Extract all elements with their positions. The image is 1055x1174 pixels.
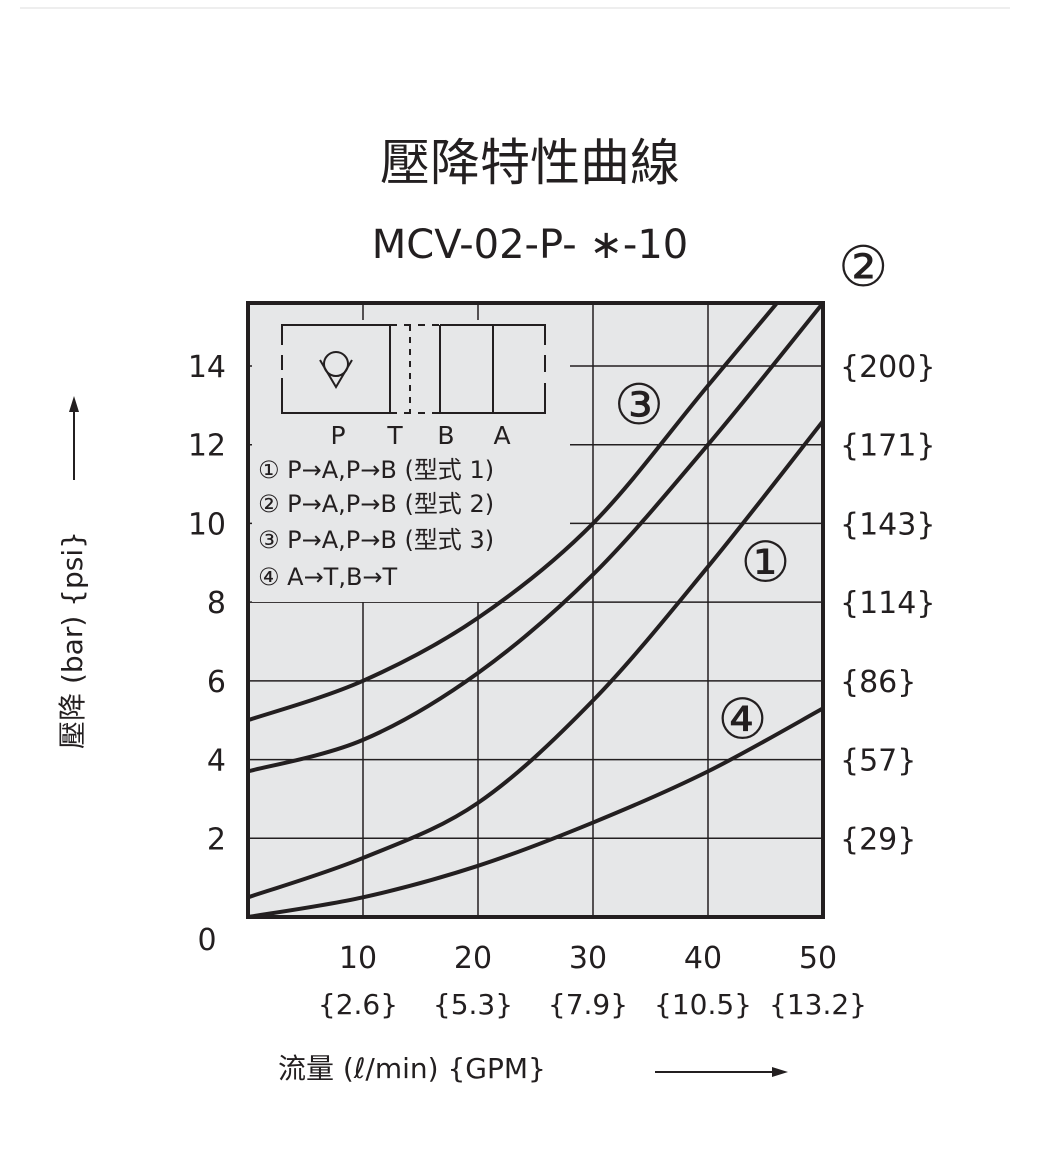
curve-2 [248, 303, 823, 774]
x-tick-label: 20 [454, 941, 492, 976]
y-tick-label: 8 [207, 586, 226, 621]
chart-subtitle: MCV-02-P- ∗-10 [372, 222, 688, 268]
y-right-tick-label: {57} [840, 744, 916, 779]
chart-title: 壓降特性曲線 [380, 134, 680, 192]
x-tick-sublabel: {13.2} [769, 988, 867, 1021]
y-tick-label: 14 [188, 350, 226, 385]
x-tick-label: 10 [339, 941, 377, 976]
y-right-tick-label: {200} [840, 350, 935, 385]
y-right-tick-label: {171} [840, 429, 935, 464]
legend: P T B A ① P→A,P→B (型式 1) ② P→A,P→B (型式 2… [252, 320, 570, 602]
valve-symbol [281, 324, 546, 414]
y-axis-title: 壓降 (bar) {psi} [56, 531, 89, 749]
legend-item-4: ④ A→T,B→T [258, 563, 398, 591]
curve-labels: ① ② ③ ④ [614, 235, 888, 753]
y-tick-label: 2 [207, 822, 226, 857]
curve-label-2: ② [838, 235, 888, 300]
y-tick-label: 10 [188, 507, 226, 542]
port-label-a: A [493, 421, 510, 450]
top-divider [20, 7, 1010, 9]
x-tick-sublabel: {7.9} [548, 988, 628, 1021]
x-tick-sublabel: {10.5} [654, 988, 752, 1021]
y-right-tick-label: {86} [840, 665, 916, 700]
y-right-tick-label: {114} [840, 586, 935, 621]
y-right-tick-label: {29} [840, 822, 916, 857]
y-tick-label: 6 [207, 665, 226, 700]
y-axis-arrow [69, 396, 79, 480]
x-axis-title: 流量 (ℓ/min) {GPM} [278, 1052, 546, 1085]
curve-1 [248, 419, 823, 900]
legend-item-1: ① P→A,P→B (型式 1) [258, 456, 494, 484]
curves [248, 303, 823, 917]
plot-frame [246, 301, 825, 919]
curve-label-3: ③ [614, 373, 664, 438]
curve-4 [248, 706, 823, 917]
y-tick-label: 4 [207, 744, 226, 779]
port-label-t: T [386, 421, 403, 450]
y-tick-label: 12 [188, 429, 226, 464]
curve-3 [248, 303, 780, 723]
tick-labels: 2 {29} 4 {57} 6 {86} 8 {114} 10 {143} 12 {171} 14 {20… [188, 350, 936, 1021]
y-right-tick-label: {143} [840, 507, 935, 542]
x-tick-label: 50 [799, 941, 837, 976]
port-label-b: B [437, 421, 454, 450]
x-tick-label: 40 [684, 941, 722, 976]
x-tick-sublabel: {2.6} [318, 988, 398, 1021]
x-origin-label: 0 [197, 923, 216, 958]
curve-label-1: ① [740, 530, 790, 595]
curve-label-4: ④ [717, 688, 767, 753]
x-axis-arrow [655, 1067, 788, 1077]
legend-item-2: ② P→A,P→B (型式 2) [258, 490, 494, 518]
legend-item-3: ③ P→A,P→B (型式 3) [258, 526, 494, 554]
x-tick-label: 30 [569, 941, 607, 976]
x-tick-sublabel: {5.3} [433, 988, 513, 1021]
port-label-p: P [330, 421, 345, 450]
